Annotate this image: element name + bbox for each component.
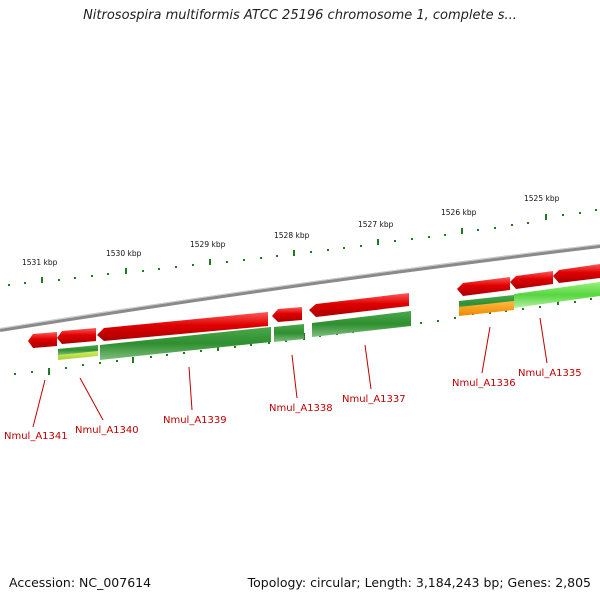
gene-arrow-offscreen[interactable] bbox=[553, 264, 600, 283]
gene-label-nmul-a1340[interactable]: Nmul_A1340 bbox=[75, 425, 139, 436]
map-title: Nitrosospira multiformis ATCC 25196 chro… bbox=[83, 8, 517, 23]
scale-label-1527: 1527 kbp bbox=[358, 220, 394, 229]
gene-arrow-nmul-a1340-fwd[interactable] bbox=[57, 328, 96, 344]
gene-arrow-nmul-a1339[interactable] bbox=[97, 312, 268, 341]
chromosome-backbone-highlight bbox=[0, 244, 600, 329]
gene-bar-nmul-a1335[interactable] bbox=[514, 282, 600, 308]
gene-label-nmul-a1337[interactable]: Nmul_A1337 bbox=[342, 394, 406, 405]
genome-summary-text: Topology: circular; Length: 3,184,243 bp… bbox=[247, 575, 591, 590]
gene-label-nmul-a1335[interactable]: Nmul_A1335 bbox=[518, 368, 582, 379]
scale-label-1525: 1525 kbp bbox=[524, 194, 560, 203]
scale-label-1529: 1529 kbp bbox=[190, 240, 226, 249]
gene-bar-nmul-a1338[interactable] bbox=[274, 324, 304, 342]
gene-arrow-nmul-a1335-fwd[interactable] bbox=[510, 271, 553, 289]
label-leader-lines bbox=[32, 317, 548, 428]
reverse-strand-genes bbox=[58, 282, 600, 360]
gene-bar-nmul-a1337[interactable] bbox=[312, 311, 411, 337]
accession-text: Accession: NC_007614 bbox=[9, 575, 152, 590]
gene-bar-nmul-a1339[interactable] bbox=[100, 327, 271, 360]
gene-label-nmul-a1341[interactable]: Nmul_A1341 bbox=[4, 431, 68, 442]
upper-scale-ticks bbox=[8, 209, 597, 286]
forward-strand-genes bbox=[28, 264, 600, 348]
gene-label-nmul-a1339[interactable]: Nmul_A1339 bbox=[163, 415, 227, 426]
gene-label-nmul-a1338[interactable]: Nmul_A1338 bbox=[269, 403, 333, 414]
scale-label-1530: 1530 kbp bbox=[106, 249, 142, 258]
gene-arrow-nmul-a1338[interactable] bbox=[272, 307, 302, 322]
chromosome-backbone bbox=[0, 244, 600, 332]
scale-label-1528: 1528 kbp bbox=[274, 231, 310, 240]
gene-bar-nmul-a1340[interactable] bbox=[58, 345, 98, 355]
gene-label-nmul-a1336[interactable]: Nmul_A1336 bbox=[452, 378, 516, 389]
gene-bar-nmul-a1336-orange[interactable] bbox=[459, 301, 514, 316]
gene-arrow-nmul-a1337[interactable] bbox=[309, 293, 409, 317]
gene-arrow-nmul-a1336-fwd[interactable] bbox=[457, 277, 510, 296]
scale-label-1526: 1526 kbp bbox=[441, 208, 477, 217]
scale-label-1531: 1531 kbp bbox=[22, 258, 58, 267]
gene-arrow-nmul-a1341[interactable] bbox=[28, 332, 57, 348]
